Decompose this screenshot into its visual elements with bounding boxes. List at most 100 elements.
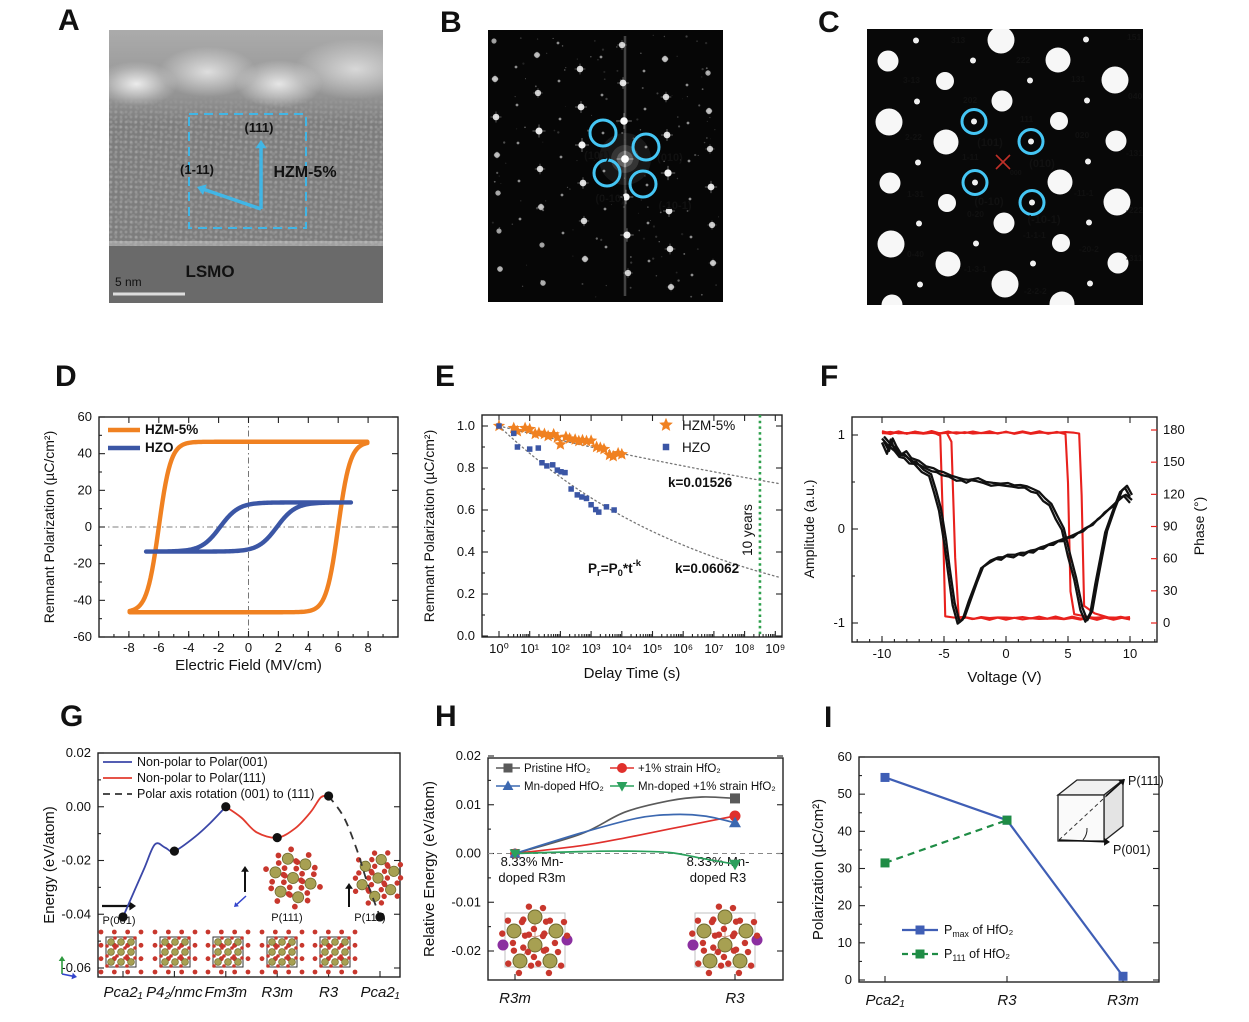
crystal-structure-inset [352,850,404,906]
k2-label: k=0.06062 [675,561,739,576]
svg-text:0.02: 0.02 [456,748,481,763]
panel-letter-i: I [824,701,833,734]
svg-text:0.00: 0.00 [456,846,481,861]
ten-years-label: 10 years [740,504,755,556]
e-xlabel: Delay Time (s) [584,665,681,682]
svg-text:10⁷: 10⁷ [704,641,723,656]
svg-text:-40: -40 [73,592,92,607]
tem-annotations: (111) (1-11) HZM-5% LSMO 5 nm [113,113,337,296]
svg-text:-311: -311 [1126,253,1143,263]
svg-text:Non-polar to Polar(111): Non-polar to Polar(111) [137,771,266,785]
svg-text:-20: -20 [73,556,92,571]
svg-text:(-10-1): (-10-1) [1027,214,1060,226]
f-ylabel-left: Amplitude (a.u.) [801,480,817,579]
svg-text:(010): (010) [1029,158,1055,170]
panel-letter-b: B [440,6,462,39]
svg-text:10³: 10³ [582,641,601,656]
svg-text:Mn-doped HfO₂: Mn-doped HfO₂ [524,781,604,793]
svg-text:R3m: R3m [261,984,293,1001]
center-marker: 000 [995,154,1022,177]
h-axes: 0.02 0.01 0.00 -0.01 -0.02 R3m R3 Relative Ener… [421,748,784,1007]
svg-text:-1-3-1: -1-3-1 [964,264,987,274]
svg-text:30: 30 [838,860,852,875]
crystal-structure-inset [263,846,323,910]
svg-text:1: 1 [838,427,845,442]
diffraction-spots [875,29,1131,305]
svg-text:120: 120 [1163,486,1185,501]
svg-text:4: 4 [305,640,312,655]
center-000-label: 000 [1010,170,1022,177]
svg-text:R3: R3 [997,992,1017,1009]
panel-letter-a: A [58,4,80,37]
svg-text:HZO: HZO [145,440,174,455]
svg-text:8.33% Mn-: 8.33% Mn- [501,854,564,869]
g-ylabel: Energy (eV/atom) [41,806,58,924]
svg-text:Non-polar to Polar(001): Non-polar to Polar(001) [137,755,268,769]
crystal-structure-inset [259,929,305,975]
svg-text:Pristine HfO₂: Pristine HfO₂ [524,763,590,775]
f-right-axis: 0 30 60 90 120 150 180 Phase (°) [1151,422,1207,630]
e-annotations: k=0.01526 Pr​=P0​*t-k​ k=0.06062 [588,475,739,579]
svg-text:30: 30 [1163,583,1177,598]
svg-text:10: 10 [838,935,852,950]
svg-text:0-40: 0-40 [907,249,924,259]
svg-text:0.4: 0.4 [457,544,475,559]
svg-text:Pmax​ of HfO₂: Pmax​ of HfO₂ [944,923,1013,939]
svg-text:10⁰: 10⁰ [489,641,509,656]
svg-text:10²: 10² [551,641,570,656]
i-legend: Pmax​ of HfO₂ P111​ of HfO₂ [902,923,1013,963]
svg-text:1-11: 1-11 [962,152,979,162]
panel-i-polarization-chart: 0 10 20 30 40 50 60 Pca2₁ R3 R3m Polarization (µC/… [810,749,1164,1009]
fft-spots [490,34,720,298]
panel-letter-g: G [60,700,84,733]
direction-111-label: (111) [245,120,274,135]
svg-text:-4: -4 [183,640,195,655]
svg-text:(010): (010) [657,152,683,164]
svg-text:0.01: 0.01 [456,797,481,812]
svg-text:1.0: 1.0 [457,418,475,433]
svg-text:-2: -2 [213,640,225,655]
cube-p111-label: P(111) [1128,774,1164,788]
h-insets [497,903,763,977]
svg-text:0.8: 0.8 [457,460,475,475]
svg-text:R3: R3 [725,990,745,1007]
d-ylabel: Remnant Polarization (µC/cm²) [41,431,57,623]
svg-text:60: 60 [838,749,852,764]
svg-text:(0-10): (0-10) [595,193,625,205]
h-curves [509,793,741,871]
svg-text:111: 111 [1020,114,1034,124]
svg-text:(-10-1): (-10-1) [658,200,691,212]
svg-text:(0-10): (0-10) [974,196,1004,208]
svg-text:-60: -60 [73,629,92,644]
e-fit-lines [498,425,781,579]
panel-b-fft-pattern: (101) (010) (0-10) (-10-1) [488,30,723,302]
svg-text:8: 8 [364,640,371,655]
e-legend: HZM-5% HZO [659,417,735,455]
svg-text:HZM-5%: HZM-5% [682,418,735,433]
svg-text:Polar axis rotation (001) to (: Polar axis rotation (001) to (111) [137,787,314,801]
svg-text:-1: -1 [833,615,845,630]
svg-text:-131: -131 [1126,148,1143,158]
svg-text:6: 6 [335,640,342,655]
panel-h-relative-energy-chart: 0.02 0.01 0.00 -0.01 -0.02 R3m R3 Relative Ener… [421,748,784,1007]
svg-text:131: 131 [1071,74,1085,84]
svg-text:10⁵: 10⁵ [643,641,663,656]
svg-text:0: 0 [838,521,845,536]
fft-circled-spots [588,118,661,199]
cube-p001-label: P(001) [1113,843,1151,857]
p111-label-a: P(111) [271,912,302,924]
k1-label: k=0.01526 [668,475,733,490]
svg-text:HZO: HZO [682,440,711,455]
svg-text:20: 20 [78,482,92,497]
crystal-structure-inset [205,929,251,975]
svg-text:20: 20 [838,898,852,913]
svg-text:(101): (101) [977,137,1003,149]
f-amplitude-loops [880,435,1134,625]
svg-text:040: 040 [1128,91,1142,101]
svg-text:HZM-5%: HZM-5% [145,422,198,437]
svg-text:-222: -222 [1126,205,1143,215]
